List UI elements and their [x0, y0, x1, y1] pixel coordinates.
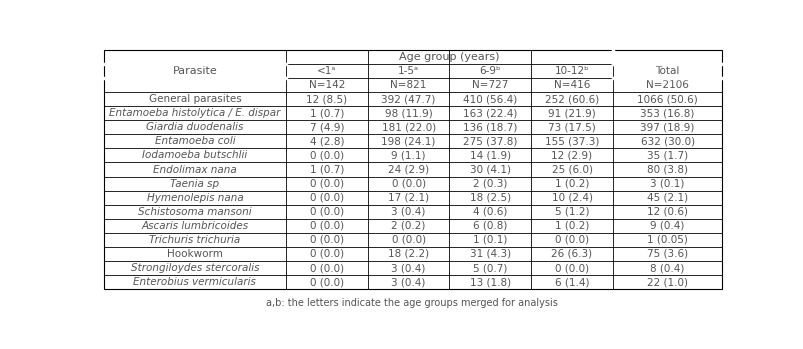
Text: 392 (47.7): 392 (47.7): [381, 94, 435, 104]
Text: 275 (37.8): 275 (37.8): [463, 136, 517, 146]
Text: Entamoeba coli: Entamoeba coli: [154, 136, 235, 146]
Text: 80 (3.8): 80 (3.8): [646, 164, 687, 174]
Text: 2 (0.2): 2 (0.2): [391, 221, 426, 231]
Text: 2 (0.3): 2 (0.3): [472, 179, 507, 188]
Text: N=2106: N=2106: [646, 80, 688, 90]
Text: Hookworm: Hookworm: [167, 249, 222, 259]
Text: Enterobius vermicularis: Enterobius vermicularis: [133, 277, 256, 287]
Bar: [104, 50, 721, 289]
Text: 0 (0.0): 0 (0.0): [309, 179, 344, 188]
Text: 1 (0.2): 1 (0.2): [554, 179, 589, 188]
Text: 12 (2.9): 12 (2.9): [551, 150, 592, 161]
Text: Entamoeba histolytica / E. dispar: Entamoeba histolytica / E. dispar: [109, 108, 280, 118]
Text: 8 (0.4): 8 (0.4): [650, 263, 684, 273]
Text: Age group (years): Age group (years): [399, 52, 499, 62]
Text: 353 (16.8): 353 (16.8): [640, 108, 694, 118]
Text: 1 (0.2): 1 (0.2): [554, 221, 589, 231]
Text: 31 (4.3): 31 (4.3): [469, 249, 510, 259]
Text: 6 (1.4): 6 (1.4): [554, 277, 589, 287]
Text: <1ᵃ: <1ᵃ: [317, 66, 336, 76]
Text: 6-9ᵇ: 6-9ᵇ: [479, 66, 500, 76]
Text: 18 (2.2): 18 (2.2): [388, 249, 429, 259]
Text: N=416: N=416: [553, 80, 589, 90]
Text: 7 (4.9): 7 (4.9): [309, 122, 344, 132]
Text: 163 (22.4): 163 (22.4): [463, 108, 517, 118]
Text: Trichuris trichuria: Trichuris trichuria: [149, 235, 240, 245]
Text: 198 (24.1): 198 (24.1): [381, 136, 435, 146]
Text: 6 (0.8): 6 (0.8): [472, 221, 507, 231]
Text: 0 (0.0): 0 (0.0): [309, 193, 344, 203]
Text: 17 (2.1): 17 (2.1): [388, 193, 429, 203]
Text: 9 (1.1): 9 (1.1): [391, 150, 426, 161]
Text: Parasite: Parasite: [173, 66, 217, 76]
Text: 13 (1.8): 13 (1.8): [469, 277, 510, 287]
Text: 30 (4.1): 30 (4.1): [469, 164, 510, 174]
Text: Iodamoeba butschlii: Iodamoeba butschlii: [142, 150, 247, 161]
Text: 4 (0.6): 4 (0.6): [472, 207, 507, 217]
Text: 0 (0.0): 0 (0.0): [309, 249, 344, 259]
Text: 0 (0.0): 0 (0.0): [309, 207, 344, 217]
Text: 252 (60.6): 252 (60.6): [544, 94, 598, 104]
Text: 1066 (50.6): 1066 (50.6): [637, 94, 697, 104]
Text: 4 (2.8): 4 (2.8): [309, 136, 344, 146]
Text: 155 (37.3): 155 (37.3): [544, 136, 598, 146]
Text: N=821: N=821: [390, 80, 426, 90]
Text: 181 (22.0): 181 (22.0): [381, 122, 435, 132]
Text: 10-12ᵇ: 10-12ᵇ: [554, 66, 589, 76]
Text: N=142: N=142: [308, 80, 344, 90]
Text: 0 (0.0): 0 (0.0): [554, 235, 589, 245]
Text: 12 (8.5): 12 (8.5): [306, 94, 347, 104]
Text: Hymenolepis nana: Hymenolepis nana: [146, 193, 243, 203]
Text: 632 (30.0): 632 (30.0): [640, 136, 694, 146]
Text: Taenia sp: Taenia sp: [170, 179, 219, 188]
Text: Giardia duodenalis: Giardia duodenalis: [146, 122, 243, 132]
Text: 0 (0.0): 0 (0.0): [309, 235, 344, 245]
Text: 91 (21.9): 91 (21.9): [548, 108, 595, 118]
Text: 0 (0.0): 0 (0.0): [391, 235, 425, 245]
Text: a,b: the letters indicate the age groups merged for analysis: a,b: the letters indicate the age groups…: [266, 298, 557, 307]
Text: 1-5ᵃ: 1-5ᵃ: [397, 66, 418, 76]
Text: Ascaris lumbricoides: Ascaris lumbricoides: [141, 221, 248, 231]
Text: 1 (0.1): 1 (0.1): [472, 235, 507, 245]
Text: 5 (1.2): 5 (1.2): [554, 207, 589, 217]
Text: 18 (2.5): 18 (2.5): [469, 193, 510, 203]
Text: 25 (6.0): 25 (6.0): [551, 164, 592, 174]
Text: 12 (0.6): 12 (0.6): [646, 207, 687, 217]
Text: 26 (6.3): 26 (6.3): [551, 249, 592, 259]
Text: 10 (2.4): 10 (2.4): [551, 193, 592, 203]
Text: 14 (1.9): 14 (1.9): [469, 150, 510, 161]
Text: Strongiloydes stercoralis: Strongiloydes stercoralis: [130, 263, 259, 273]
Text: 410 (56.4): 410 (56.4): [463, 94, 517, 104]
Text: 24 (2.9): 24 (2.9): [388, 164, 429, 174]
Text: 3 (0.4): 3 (0.4): [391, 277, 426, 287]
Text: 73 (17.5): 73 (17.5): [548, 122, 595, 132]
Text: 3 (0.4): 3 (0.4): [391, 263, 426, 273]
Text: 0 (0.0): 0 (0.0): [309, 150, 344, 161]
Text: 5 (0.7): 5 (0.7): [472, 263, 507, 273]
Text: 0 (0.0): 0 (0.0): [554, 263, 589, 273]
Text: Total: Total: [654, 66, 679, 76]
Text: 3 (0.4): 3 (0.4): [391, 207, 426, 217]
Text: 0 (0.0): 0 (0.0): [391, 179, 425, 188]
Text: N=727: N=727: [471, 80, 507, 90]
Text: 9 (0.4): 9 (0.4): [650, 221, 684, 231]
Text: 3 (0.1): 3 (0.1): [650, 179, 684, 188]
Text: 75 (3.6): 75 (3.6): [646, 249, 687, 259]
Text: 397 (18.9): 397 (18.9): [640, 122, 694, 132]
Text: 35 (1.7): 35 (1.7): [646, 150, 687, 161]
Text: 98 (11.9): 98 (11.9): [385, 108, 432, 118]
Text: 22 (1.0): 22 (1.0): [646, 277, 687, 287]
Text: General parasites: General parasites: [149, 94, 241, 104]
Text: Schistosoma mansoni: Schistosoma mansoni: [138, 207, 251, 217]
Text: Endolimax nana: Endolimax nana: [153, 164, 236, 174]
Text: 1 (0.7): 1 (0.7): [309, 164, 344, 174]
Text: 0 (0.0): 0 (0.0): [309, 263, 344, 273]
Text: 1 (0.05): 1 (0.05): [646, 235, 687, 245]
Text: 136 (18.7): 136 (18.7): [463, 122, 517, 132]
Text: 45 (2.1): 45 (2.1): [646, 193, 687, 203]
Text: 0 (0.0): 0 (0.0): [309, 277, 344, 287]
Text: 0 (0.0): 0 (0.0): [309, 221, 344, 231]
Text: 1 (0.7): 1 (0.7): [309, 108, 344, 118]
